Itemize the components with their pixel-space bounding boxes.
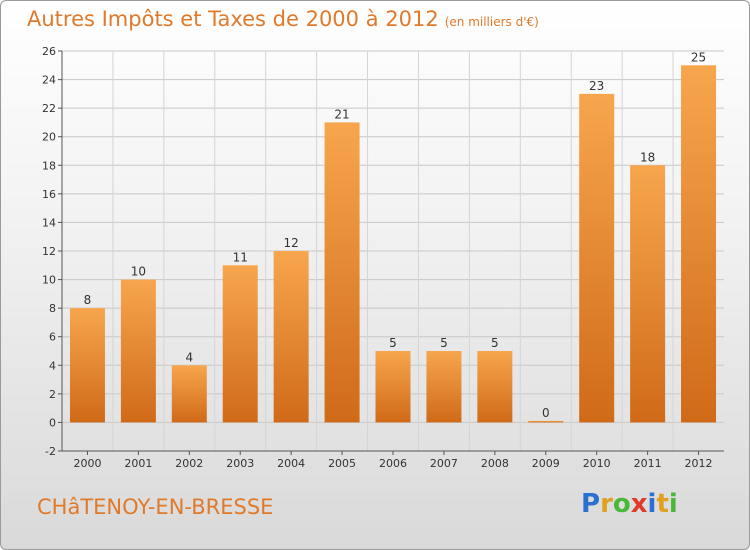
x-tick-label: 2002 xyxy=(175,457,203,470)
logo-letter: o xyxy=(612,489,631,519)
y-tick-label: 10 xyxy=(42,274,56,287)
value-label: 5 xyxy=(389,336,397,350)
bar-2008 xyxy=(477,351,513,423)
y-tick-label: 26 xyxy=(42,45,56,58)
y-tick-label: 2 xyxy=(49,388,56,401)
x-tick-label: 2005 xyxy=(328,457,356,470)
y-tick-label: 20 xyxy=(42,131,56,144)
value-label: 11 xyxy=(233,250,248,264)
value-label: 0 xyxy=(542,406,550,420)
bars: 8 10 4 11 12 21 5 5 5 0 23 18 25 xyxy=(69,50,717,423)
x-tick-label: 2007 xyxy=(430,457,458,470)
y-tick-label: 4 xyxy=(49,359,56,372)
logo-letter: r xyxy=(600,489,613,519)
x-tick-label: 2008 xyxy=(481,457,509,470)
bar-2006 xyxy=(375,351,411,423)
chart-unit: (en milliers d'€) xyxy=(444,15,539,29)
value-label: 18 xyxy=(640,150,655,164)
y-tick-label: 12 xyxy=(42,245,56,258)
bar-2002 xyxy=(171,365,207,423)
x-tick-label: 2000 xyxy=(73,457,101,470)
y-tick-label: 22 xyxy=(42,102,56,115)
x-tick-label: 2006 xyxy=(379,457,407,470)
x-tick-label: 2011 xyxy=(634,457,662,470)
value-label: 5 xyxy=(440,336,448,350)
city-name: CHâTENOY-EN-BRESSE xyxy=(37,495,274,519)
logo-letter: i xyxy=(668,489,678,519)
y-tick-label: 8 xyxy=(49,302,56,315)
logo-letter: t xyxy=(656,489,669,519)
bar-2007 xyxy=(426,351,462,423)
y-tick-label: 18 xyxy=(42,159,56,172)
bar-2005 xyxy=(324,122,360,423)
proxiti-logo: Proxiti xyxy=(581,489,678,519)
y-tick-label: 6 xyxy=(49,331,56,344)
y-tick-label: 14 xyxy=(42,216,56,229)
value-label: 23 xyxy=(589,79,604,93)
x-tick-label: 2012 xyxy=(685,457,713,470)
y-tick-label: -2 xyxy=(45,445,56,458)
x-tick-label: 2003 xyxy=(226,457,254,470)
bar-2009 xyxy=(528,420,564,423)
logo-letter: x xyxy=(630,489,648,519)
value-label: 5 xyxy=(491,336,499,350)
chart-title-text: Autres Impôts et Taxes de 2000 à 2012 xyxy=(27,7,439,31)
bar-2011 xyxy=(630,165,666,423)
logo-letter: i xyxy=(647,489,657,519)
y-tick-label: 24 xyxy=(42,74,56,87)
bar-2001 xyxy=(120,279,156,423)
value-label: 21 xyxy=(334,107,349,121)
y-tick-label: 0 xyxy=(49,416,56,429)
y-tick-label: 16 xyxy=(42,188,56,201)
bar-2000 xyxy=(69,308,105,423)
x-tick-label: 2004 xyxy=(277,457,305,470)
value-label: 12 xyxy=(284,236,299,250)
bar-2012 xyxy=(681,65,717,423)
value-label: 10 xyxy=(131,265,146,279)
x-tick-label: 2001 xyxy=(124,457,152,470)
bar-2004 xyxy=(273,251,309,423)
bar-2010 xyxy=(579,93,615,423)
value-label: 8 xyxy=(84,293,92,307)
chart-title: Autres Impôts et Taxes de 2000 à 2012 (en… xyxy=(27,7,539,31)
logo-letter: P xyxy=(581,489,601,519)
bar-2003 xyxy=(222,265,258,423)
x-tick-label: 2010 xyxy=(583,457,611,470)
x-tick-label: 2009 xyxy=(532,457,560,470)
value-label: 4 xyxy=(185,350,193,364)
value-label: 25 xyxy=(691,50,706,64)
